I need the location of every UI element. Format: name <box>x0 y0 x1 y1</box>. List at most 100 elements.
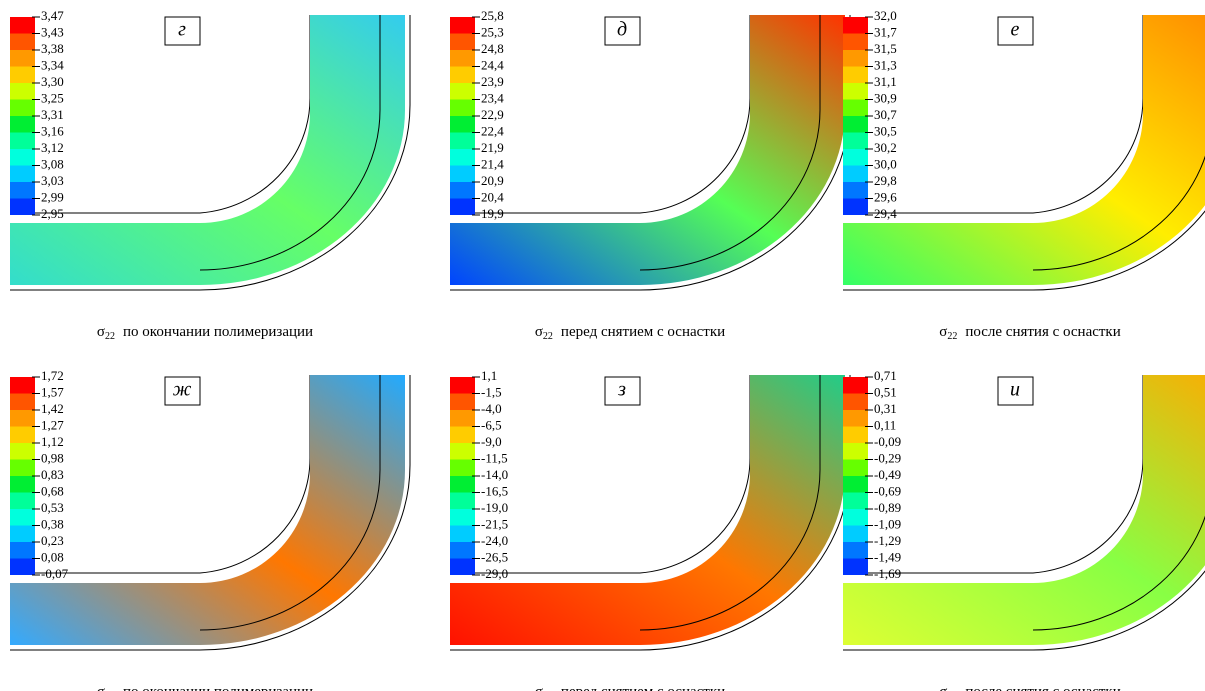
legend-color <box>843 394 868 411</box>
legend-label: 0,31 <box>874 401 897 416</box>
legend-color <box>843 34 868 51</box>
legend-color <box>450 34 475 51</box>
legend-color <box>10 83 35 100</box>
caption-symbol: σ <box>97 684 105 691</box>
legend-label: 1,57 <box>41 384 64 399</box>
legend-label: 0,51 <box>874 384 897 399</box>
legend-label: -1,49 <box>874 549 901 564</box>
panel-letter: г <box>178 19 186 41</box>
legend-label: -21,5 <box>481 516 508 531</box>
caption-subscript: 22 <box>947 331 957 342</box>
legend-label: 0,68 <box>41 483 64 498</box>
legend-label: 31,7 <box>874 24 897 39</box>
legend-color <box>10 100 35 117</box>
legend-color <box>450 50 475 67</box>
legend-color <box>450 116 475 133</box>
legend-label: 20,9 <box>481 173 504 188</box>
legend-color <box>450 182 475 199</box>
legend-label: -4,0 <box>481 401 502 416</box>
legend-label: 0,38 <box>41 516 64 531</box>
legend-label: 3,30 <box>41 74 64 89</box>
legend-label: -1,29 <box>874 533 901 548</box>
legend-label: 0,83 <box>41 467 64 482</box>
legend-color <box>10 166 35 183</box>
legend-color <box>450 526 475 543</box>
legend-label: 0,98 <box>41 450 64 465</box>
legend-color <box>843 526 868 543</box>
laminate-part <box>450 15 845 285</box>
legend-color <box>10 17 35 34</box>
legend-color <box>10 182 35 199</box>
legend-color <box>450 377 475 394</box>
legend-label: 3,12 <box>41 140 64 155</box>
laminate-part <box>10 375 405 645</box>
legend-label: 31,1 <box>874 74 897 89</box>
legend-label: 22,4 <box>481 123 504 138</box>
legend-label: -11,5 <box>481 450 508 465</box>
legend-label: -14,0 <box>481 467 508 482</box>
caption-subscript: 22 <box>105 331 115 342</box>
legend-color <box>843 476 868 493</box>
legend-label: 3,31 <box>41 107 64 122</box>
legend-label: 29,4 <box>874 206 897 221</box>
legend-color <box>450 443 475 460</box>
legend-label: 0,23 <box>41 533 64 548</box>
legend-color <box>10 50 35 67</box>
legend-color <box>10 526 35 543</box>
legend-color <box>10 34 35 51</box>
legend-color <box>10 116 35 133</box>
caption: σ33после снятия с оснастки <box>939 684 1121 691</box>
caption-symbol: σ <box>535 324 543 340</box>
legend-color <box>450 427 475 444</box>
legend-label: 0,08 <box>41 549 64 564</box>
legend-color <box>843 410 868 427</box>
caption-symbol: σ <box>97 324 105 340</box>
legend-color <box>843 83 868 100</box>
legend-color <box>450 67 475 84</box>
legend-label: -19,0 <box>481 500 508 515</box>
legend-color <box>10 509 35 526</box>
legend-color <box>10 427 35 444</box>
legend-color <box>450 133 475 150</box>
legend-label: 23,4 <box>481 90 504 105</box>
legend-label: -1,5 <box>481 384 502 399</box>
panel-letter: з <box>617 379 626 401</box>
legend-color <box>450 559 475 576</box>
legend-color <box>450 149 475 166</box>
legend-color <box>843 149 868 166</box>
caption: σ33перед снятием с оснастки <box>535 684 725 691</box>
panel: 1,1-1,5-4,0-6,5-9,0-11,5-14,0-16,5-19,0-… <box>450 368 850 650</box>
legend-color <box>10 542 35 559</box>
legend-label: 21,9 <box>481 140 504 155</box>
legend-label: -9,0 <box>481 434 502 449</box>
legend-label: 24,4 <box>481 57 504 72</box>
legend-label: 30,2 <box>874 140 897 155</box>
legend-label: 30,5 <box>874 123 897 138</box>
legend-color <box>10 199 35 216</box>
legend-color <box>843 443 868 460</box>
caption-subscript: 22 <box>543 331 553 342</box>
legend-color <box>843 509 868 526</box>
legend-label: 3,08 <box>41 156 64 171</box>
legend-color <box>450 460 475 477</box>
legend-color <box>843 166 868 183</box>
caption-symbol: σ <box>535 684 543 691</box>
legend-color <box>843 116 868 133</box>
legend-color <box>10 133 35 150</box>
legend-color <box>843 182 868 199</box>
panel-letter: д <box>617 19 627 41</box>
panel: 32,031,731,531,331,130,930,730,530,230,0… <box>843 8 1205 290</box>
legend-label: 1,12 <box>41 434 64 449</box>
laminate-part <box>843 15 1205 285</box>
legend-color <box>843 542 868 559</box>
legend-label: 23,9 <box>481 74 504 89</box>
legend-label: 31,5 <box>874 41 897 56</box>
legend-color <box>10 476 35 493</box>
legend-label: 0,53 <box>41 500 64 515</box>
legend-color <box>843 67 868 84</box>
legend-color <box>450 394 475 411</box>
legend-label: 25,8 <box>481 8 504 23</box>
legend-label: 3,34 <box>41 57 64 72</box>
legend-color <box>843 133 868 150</box>
legend-color <box>450 509 475 526</box>
